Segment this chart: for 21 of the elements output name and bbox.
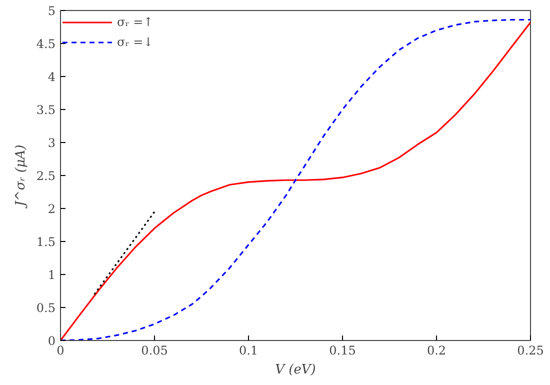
x-tick-label: 0.1 xyxy=(238,344,258,358)
y-tick-label: 1 xyxy=(48,268,56,282)
x-tick-label: 0 xyxy=(56,344,64,358)
y-tick-label: 1.5 xyxy=(36,235,56,249)
y-tick-label: 2 xyxy=(48,202,56,216)
x-tick-label: 0.25 xyxy=(517,344,544,358)
x-tick-label: 0.15 xyxy=(329,344,356,358)
y-axis-title: J^σᵣ (μA) xyxy=(13,144,28,210)
y-tick-label: 0 xyxy=(48,334,56,348)
y-tick-label: 4.5 xyxy=(36,37,56,51)
y-tick-label: 4 xyxy=(48,70,56,84)
y-tick-label: 2.5 xyxy=(36,169,56,183)
y-tick-label: 3 xyxy=(48,136,56,150)
y-tick-label: 0.5 xyxy=(36,301,56,315)
legend-label: σᵣ =↓ xyxy=(117,35,154,49)
y-tick-label: 5 xyxy=(48,4,56,18)
x-tick-label: 0.05 xyxy=(141,344,168,358)
x-axis-title: V (eV) xyxy=(275,362,316,378)
x-tick-label: 0.2 xyxy=(426,344,446,358)
legend-label: σᵣ =↑ xyxy=(117,15,154,29)
y-tick-label: 3.5 xyxy=(36,103,56,117)
